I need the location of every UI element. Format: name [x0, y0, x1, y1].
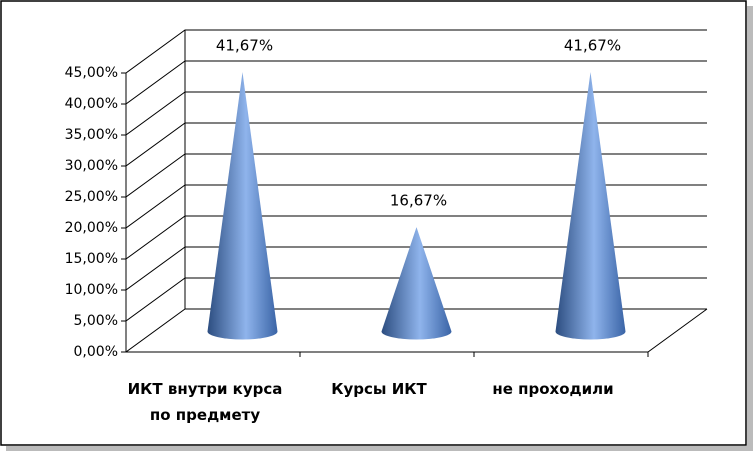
value-label: 41,67%: [564, 37, 621, 55]
grid-line: [125, 91, 707, 136]
y-tick-label: 20,00%: [65, 220, 118, 236]
frame-shadow: [6, 446, 753, 451]
y-tick-label: 30,00%: [65, 158, 118, 174]
grid-line: [125, 60, 707, 105]
cone: [555, 72, 626, 340]
grid-line: [125, 29, 707, 74]
value-label: 16,67%: [390, 192, 447, 210]
x-tick-label: не проходили: [492, 380, 614, 398]
frame-shadow: [747, 6, 753, 451]
y-tick-label: 0,00%: [74, 344, 118, 360]
y-tick-label: 40,00%: [65, 96, 118, 112]
grid-line: [125, 215, 707, 260]
grid-line: [125, 184, 707, 229]
y-tick-label: 35,00%: [65, 127, 118, 143]
x-tick-label: ИКТ внутри курса по предмету: [127, 380, 283, 424]
x-tick-label: Курсы ИКТ: [331, 380, 427, 398]
cone: [207, 72, 278, 340]
y-tick-label: 10,00%: [65, 282, 118, 298]
grid-line: [125, 153, 707, 198]
value-label: 41,67%: [216, 37, 273, 55]
y-tick-label: 5,00%: [74, 313, 118, 329]
grid-line: [125, 277, 707, 322]
y-tick-label: 25,00%: [65, 189, 118, 205]
grid-line: [125, 308, 707, 353]
grid-line: [125, 246, 707, 291]
y-tick-label: 15,00%: [65, 251, 118, 267]
y-tick-label: 45,00%: [65, 65, 118, 81]
grid-line: [125, 122, 707, 167]
cone: [381, 227, 452, 340]
